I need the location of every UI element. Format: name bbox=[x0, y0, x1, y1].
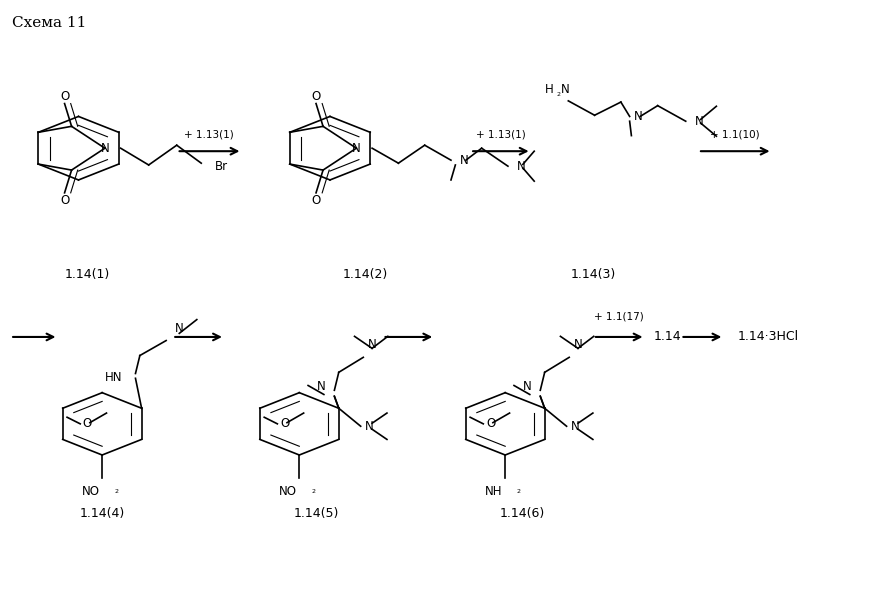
Text: $_2$: $_2$ bbox=[556, 90, 561, 99]
Text: Схема 11: Схема 11 bbox=[12, 16, 86, 30]
Text: N: N bbox=[459, 154, 468, 167]
Text: + 1.1(17): + 1.1(17) bbox=[594, 312, 644, 322]
Text: 1.14(5): 1.14(5) bbox=[294, 507, 339, 520]
Text: N: N bbox=[364, 420, 373, 433]
Text: O: O bbox=[311, 193, 320, 206]
Text: HN: HN bbox=[104, 371, 122, 383]
Text: O: O bbox=[83, 417, 92, 430]
Text: $_2$: $_2$ bbox=[515, 487, 521, 496]
Text: NH: NH bbox=[485, 485, 502, 498]
Text: N: N bbox=[571, 420, 579, 433]
Text: NO: NO bbox=[278, 485, 297, 498]
Text: 1.14·3HCl: 1.14·3HCl bbox=[737, 330, 798, 344]
Text: 1.14(6): 1.14(6) bbox=[500, 507, 544, 520]
Text: $_2$: $_2$ bbox=[113, 487, 119, 496]
Text: O: O bbox=[280, 417, 289, 430]
Text: O: O bbox=[311, 90, 320, 103]
Text: 1.14: 1.14 bbox=[652, 330, 680, 344]
Text: $_2$: $_2$ bbox=[310, 487, 316, 496]
Text: N: N bbox=[522, 380, 531, 393]
Text: + 1.13(1): + 1.13(1) bbox=[184, 129, 234, 139]
Text: H: H bbox=[544, 83, 553, 96]
Text: 1.14(4): 1.14(4) bbox=[79, 507, 125, 520]
Text: NO: NO bbox=[82, 485, 99, 498]
Text: N: N bbox=[367, 338, 376, 352]
Text: 1.14(2): 1.14(2) bbox=[342, 267, 387, 281]
Text: N: N bbox=[316, 380, 325, 393]
Text: 1.14(3): 1.14(3) bbox=[570, 267, 615, 281]
Text: + 1.1(10): + 1.1(10) bbox=[709, 129, 759, 139]
Text: O: O bbox=[60, 90, 69, 103]
Text: N: N bbox=[694, 115, 702, 128]
Text: N: N bbox=[633, 110, 642, 123]
Text: O: O bbox=[486, 417, 494, 430]
Text: N: N bbox=[573, 338, 582, 352]
Text: + 1.13(1): + 1.13(1) bbox=[475, 129, 525, 139]
Text: N: N bbox=[100, 141, 109, 155]
Text: N: N bbox=[351, 141, 360, 155]
Text: O: O bbox=[60, 193, 69, 206]
Text: N: N bbox=[175, 321, 184, 335]
Text: Br: Br bbox=[215, 160, 228, 173]
Text: N: N bbox=[560, 83, 569, 96]
Text: 1.14(1): 1.14(1) bbox=[65, 267, 110, 281]
Text: N: N bbox=[516, 160, 525, 173]
